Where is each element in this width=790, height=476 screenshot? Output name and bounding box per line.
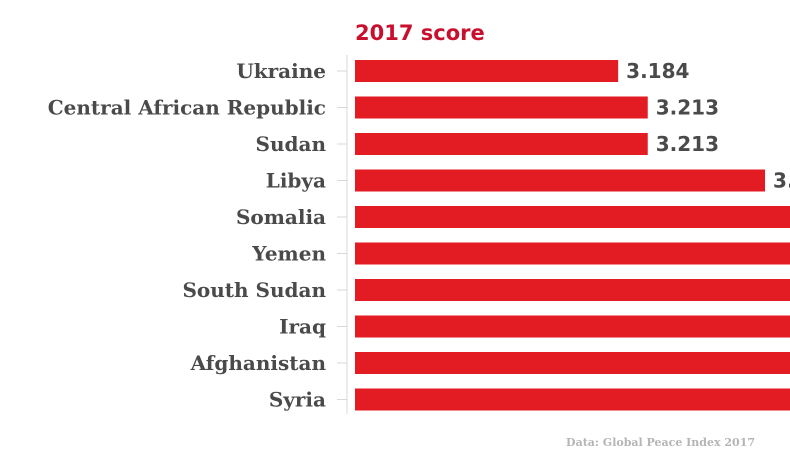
category-label: Somalia bbox=[236, 205, 326, 229]
bar bbox=[355, 169, 766, 192]
category-label: Iraq bbox=[279, 315, 326, 339]
bar bbox=[355, 388, 790, 411]
category-label: Syria bbox=[269, 388, 326, 412]
bar bbox=[355, 352, 790, 374]
bar bbox=[355, 96, 648, 119]
category-label: Sudan bbox=[256, 132, 327, 156]
chart-title: 2017 score bbox=[355, 21, 485, 45]
bar bbox=[355, 315, 790, 338]
bar bbox=[355, 206, 790, 228]
category-label: Ukraine bbox=[236, 59, 326, 83]
category-label: Afghanistan bbox=[190, 351, 327, 375]
category-label: Central African Republic bbox=[48, 96, 326, 120]
value-label: 3.213 bbox=[656, 132, 719, 156]
category-label: South Sudan bbox=[182, 278, 326, 302]
chart-rows: Ukraine 3.184 Central African Republic 3.21… bbox=[48, 59, 790, 412]
bar bbox=[355, 60, 619, 82]
value-label: 3.328 bbox=[773, 169, 790, 193]
source-note: Data: Global Peace Index 2017 bbox=[566, 436, 755, 449]
value-label: 3.184 bbox=[626, 59, 689, 83]
category-label: Libya bbox=[266, 169, 326, 193]
bar bbox=[355, 133, 648, 155]
value-label: 3.213 bbox=[656, 96, 719, 120]
bar bbox=[355, 279, 790, 301]
category-label: Yemen bbox=[251, 242, 326, 266]
bar bbox=[355, 242, 790, 265]
